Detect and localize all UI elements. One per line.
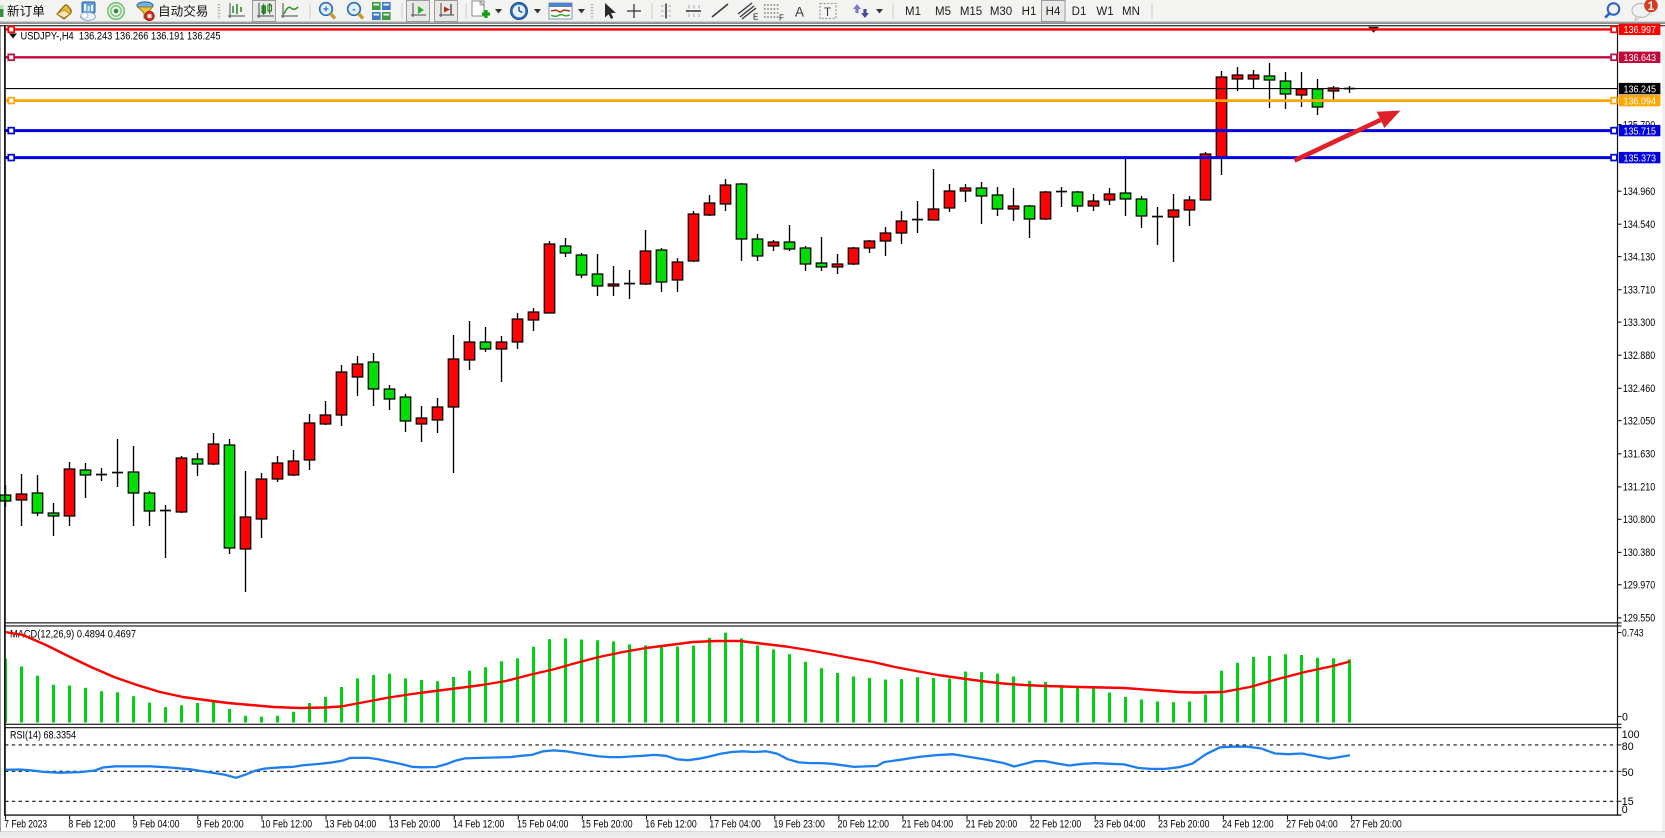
svg-text:131.210: 131.210 (1623, 482, 1655, 494)
svg-text:14 Feb 12:00: 14 Feb 12:00 (453, 819, 504, 831)
svg-text:W1: W1 (1096, 6, 1113, 18)
svg-text:RSI(14) 68.3354: RSI(14) 68.3354 (10, 730, 76, 742)
svg-text:USDJPY-,H4 136.243 136.266 13: USDJPY-,H4 136.243 136.266 136.191 136.2… (21, 30, 221, 42)
svg-text:0: 0 (1622, 711, 1628, 723)
svg-text:15: 15 (1622, 796, 1634, 808)
svg-text:135.373: 135.373 (1624, 153, 1657, 164)
svg-text:133.300: 133.300 (1623, 317, 1655, 329)
svg-text:T: T (824, 7, 831, 19)
svg-text:13 Feb 20:00: 13 Feb 20:00 (389, 819, 440, 831)
svg-text:20 Feb 12:00: 20 Feb 12:00 (838, 819, 889, 831)
svg-text:133.710: 133.710 (1623, 285, 1655, 297)
svg-text:50: 50 (1622, 767, 1634, 779)
svg-text:132.880: 132.880 (1623, 350, 1655, 362)
svg-text:129.970: 129.970 (1623, 580, 1655, 592)
svg-text:F: F (779, 14, 784, 23)
svg-text:M30: M30 (990, 6, 1012, 18)
svg-text:80: 80 (1622, 741, 1634, 753)
svg-text:H1: H1 (1022, 6, 1037, 18)
svg-text:23 Feb 20:00: 23 Feb 20:00 (1158, 819, 1209, 831)
svg-text:H4: H4 (1046, 6, 1061, 18)
svg-text:130.380: 130.380 (1623, 547, 1655, 559)
svg-text:24 Feb 12:00: 24 Feb 12:00 (1222, 819, 1273, 831)
svg-text:-: - (352, 4, 356, 16)
svg-text:MACD(12,26,9) 0.4894 0.4697: MACD(12,26,9) 0.4894 0.4697 (10, 628, 136, 640)
svg-text:136.245: 136.245 (1624, 84, 1657, 95)
svg-text:136.997: 136.997 (1624, 25, 1657, 36)
svg-text:135.715: 135.715 (1624, 126, 1657, 137)
svg-text:130.800: 130.800 (1623, 514, 1655, 526)
svg-text:0: 0 (1622, 804, 1628, 816)
svg-text:D1: D1 (1072, 6, 1087, 18)
svg-text:A: A (795, 5, 804, 20)
svg-text:0.743: 0.743 (1622, 627, 1644, 639)
svg-text:13 Feb 04:00: 13 Feb 04:00 (325, 819, 376, 831)
svg-text:19 Feb 23:00: 19 Feb 23:00 (774, 819, 825, 831)
svg-text:9 Feb 20:00: 9 Feb 20:00 (197, 819, 244, 831)
svg-text:7 Feb 2023: 7 Feb 2023 (4, 819, 47, 831)
svg-text:MN: MN (1122, 6, 1140, 18)
svg-text:17 Feb 04:00: 17 Feb 04:00 (709, 819, 760, 831)
svg-text:27 Feb 20:00: 27 Feb 20:00 (1350, 819, 1401, 831)
svg-text:23 Feb 04:00: 23 Feb 04:00 (1094, 819, 1145, 831)
svg-text:15 Feb 20:00: 15 Feb 20:00 (581, 819, 632, 831)
svg-text:10 Feb 12:00: 10 Feb 12:00 (261, 819, 312, 831)
svg-text:131.630: 131.630 (1623, 449, 1655, 461)
svg-text:27 Feb 04:00: 27 Feb 04:00 (1286, 819, 1337, 831)
svg-text:136.094: 136.094 (1624, 96, 1657, 107)
svg-text:132.460: 132.460 (1623, 383, 1655, 395)
svg-text:22 Feb 12:00: 22 Feb 12:00 (1030, 819, 1081, 831)
svg-text:136.643: 136.643 (1624, 53, 1657, 64)
svg-text:129.550: 129.550 (1623, 613, 1655, 625)
svg-text:自动交易: 自动交易 (158, 4, 208, 19)
svg-text:M5: M5 (935, 6, 951, 18)
svg-text:132.050: 132.050 (1623, 415, 1655, 427)
svg-text:134.960: 134.960 (1623, 186, 1655, 198)
svg-text:E: E (753, 13, 758, 22)
svg-text:100: 100 (1622, 729, 1640, 741)
svg-text:+: + (323, 4, 329, 16)
svg-text:M1: M1 (905, 6, 921, 18)
svg-text:134.540: 134.540 (1623, 219, 1655, 231)
svg-text:21 Feb 20:00: 21 Feb 20:00 (966, 819, 1017, 831)
svg-text:15 Feb 04:00: 15 Feb 04:00 (517, 819, 568, 831)
svg-text:21 Feb 04:00: 21 Feb 04:00 (902, 819, 953, 831)
svg-text:9 Feb 04:00: 9 Feb 04:00 (133, 819, 180, 831)
svg-text:8 Feb 12:00: 8 Feb 12:00 (68, 819, 115, 831)
svg-text:新订单: 新订单 (7, 4, 45, 19)
svg-text:134.130: 134.130 (1623, 251, 1655, 263)
svg-text:16 Feb 12:00: 16 Feb 12:00 (645, 819, 696, 831)
svg-text:M15: M15 (960, 6, 982, 18)
svg-text:1: 1 (1648, 1, 1655, 13)
